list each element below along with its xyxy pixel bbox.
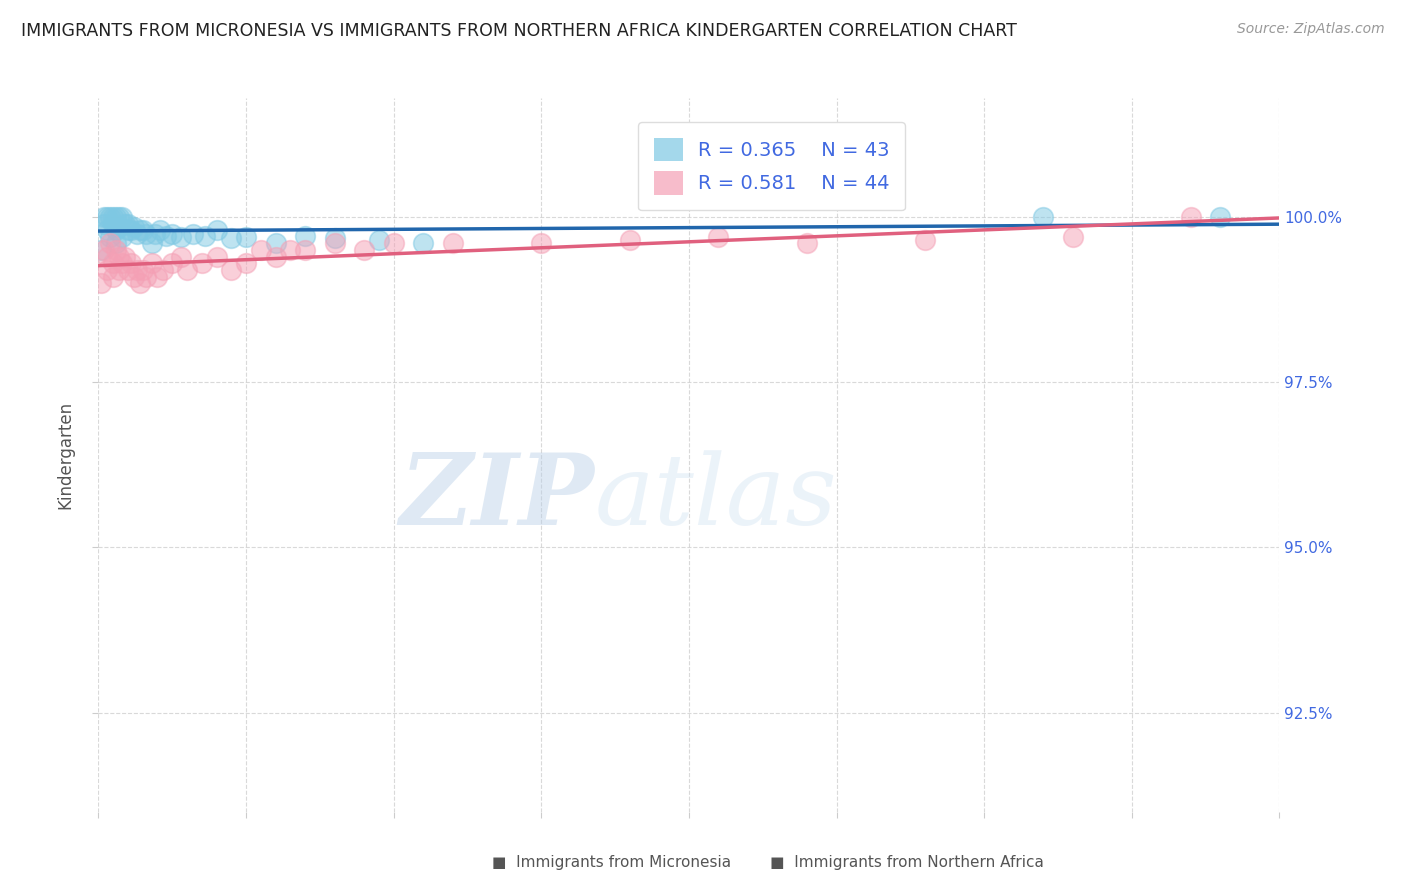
Point <box>235 230 257 244</box>
Point <box>323 231 346 245</box>
Point <box>162 227 183 241</box>
Point <box>170 230 193 244</box>
Point <box>155 228 177 243</box>
Point <box>619 233 641 247</box>
Point <box>114 217 136 231</box>
Point <box>93 210 115 224</box>
Point <box>90 243 112 257</box>
Point <box>117 223 139 237</box>
Point <box>103 210 125 224</box>
Point <box>108 219 131 234</box>
Point <box>141 236 163 251</box>
Point <box>105 210 128 224</box>
Point <box>96 263 118 277</box>
Point <box>103 269 125 284</box>
Point <box>170 250 193 264</box>
Point <box>796 236 818 251</box>
Point <box>111 256 134 270</box>
Point <box>128 276 150 290</box>
Point <box>96 250 118 264</box>
Point <box>264 250 287 264</box>
Point <box>120 223 142 237</box>
Point <box>111 230 134 244</box>
Point <box>96 210 118 224</box>
Point <box>105 243 128 257</box>
Point <box>128 223 150 237</box>
Point <box>530 236 553 251</box>
Point <box>368 233 391 247</box>
Point <box>108 263 131 277</box>
Point <box>149 223 172 237</box>
Point <box>323 236 346 251</box>
Point <box>250 243 273 257</box>
Point <box>914 233 936 247</box>
Point <box>96 223 118 237</box>
Point <box>382 236 405 251</box>
Point <box>205 223 228 237</box>
Point <box>132 263 155 277</box>
Point <box>105 236 128 251</box>
Point <box>120 256 142 270</box>
Point <box>135 269 157 284</box>
Text: Source: ZipAtlas.com: Source: ZipAtlas.com <box>1237 22 1385 37</box>
Point <box>135 227 157 241</box>
Point <box>98 236 121 251</box>
Point <box>93 217 115 231</box>
Point <box>294 228 316 243</box>
Point <box>103 256 125 270</box>
Text: ■  Immigrants from Micronesia        ■  Immigrants from Northern Africa: ■ Immigrants from Micronesia ■ Immigrant… <box>492 855 1045 870</box>
Y-axis label: Kindergarten: Kindergarten <box>56 401 75 509</box>
Point <box>221 231 243 245</box>
Point <box>90 276 112 290</box>
Point <box>176 263 198 277</box>
Point <box>105 223 128 237</box>
Point <box>108 210 131 224</box>
Point <box>1032 210 1054 224</box>
Point <box>441 236 464 251</box>
Point <box>221 263 243 277</box>
Point <box>264 236 287 251</box>
Point <box>280 243 302 257</box>
Point <box>108 250 131 264</box>
Point <box>707 230 730 244</box>
Point <box>114 250 136 264</box>
Point <box>353 243 375 257</box>
Text: ZIP: ZIP <box>399 450 595 546</box>
Point <box>103 217 125 231</box>
Point <box>146 269 169 284</box>
Point <box>162 256 183 270</box>
Point <box>93 243 115 257</box>
Point <box>143 227 166 241</box>
Text: atlas: atlas <box>595 450 837 545</box>
Point <box>294 243 316 257</box>
Point <box>235 256 257 270</box>
Point <box>98 210 121 224</box>
Point <box>412 236 434 251</box>
Point <box>117 263 139 277</box>
Point <box>205 250 228 264</box>
Point <box>191 256 214 270</box>
Point <box>141 256 163 270</box>
Point <box>122 219 145 234</box>
Point <box>1180 210 1202 224</box>
Point <box>181 227 204 241</box>
Point <box>122 269 145 284</box>
Point <box>98 230 121 244</box>
Point <box>125 263 148 277</box>
Point <box>152 263 174 277</box>
Point <box>1209 210 1232 224</box>
Point <box>117 217 139 231</box>
Point <box>132 223 155 237</box>
Point <box>125 227 148 241</box>
Text: IMMIGRANTS FROM MICRONESIA VS IMMIGRANTS FROM NORTHERN AFRICA KINDERGARTEN CORRE: IMMIGRANTS FROM MICRONESIA VS IMMIGRANTS… <box>21 22 1017 40</box>
Point <box>1062 230 1084 244</box>
Point <box>111 210 134 224</box>
Legend: R = 0.365    N = 43, R = 0.581    N = 44: R = 0.365 N = 43, R = 0.581 N = 44 <box>638 122 905 211</box>
Point <box>194 228 217 243</box>
